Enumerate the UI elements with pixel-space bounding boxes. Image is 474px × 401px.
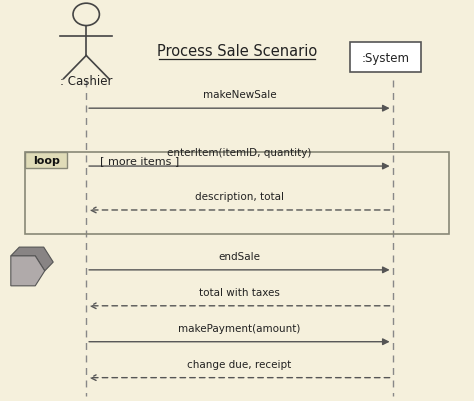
Text: total with taxes: total with taxes [199, 287, 280, 297]
Text: Process Sale Scenario: Process Sale Scenario [157, 44, 317, 59]
Text: [ more items ]: [ more items ] [100, 156, 180, 166]
FancyBboxPatch shape [350, 43, 421, 73]
Text: endSale: endSale [219, 251, 260, 261]
Text: enterItem(itemID, quantity): enterItem(itemID, quantity) [167, 148, 311, 158]
Polygon shape [11, 256, 45, 286]
Text: loop: loop [33, 156, 60, 166]
Text: description, total: description, total [195, 192, 284, 202]
FancyBboxPatch shape [25, 153, 67, 169]
Text: makePayment(amount): makePayment(amount) [178, 323, 301, 333]
Text: : Cashier: : Cashier [60, 75, 112, 88]
Text: makeNewSale: makeNewSale [202, 90, 276, 100]
Text: change due, receipt: change due, receipt [187, 359, 292, 369]
Text: :System: :System [362, 52, 410, 65]
Polygon shape [11, 247, 53, 271]
